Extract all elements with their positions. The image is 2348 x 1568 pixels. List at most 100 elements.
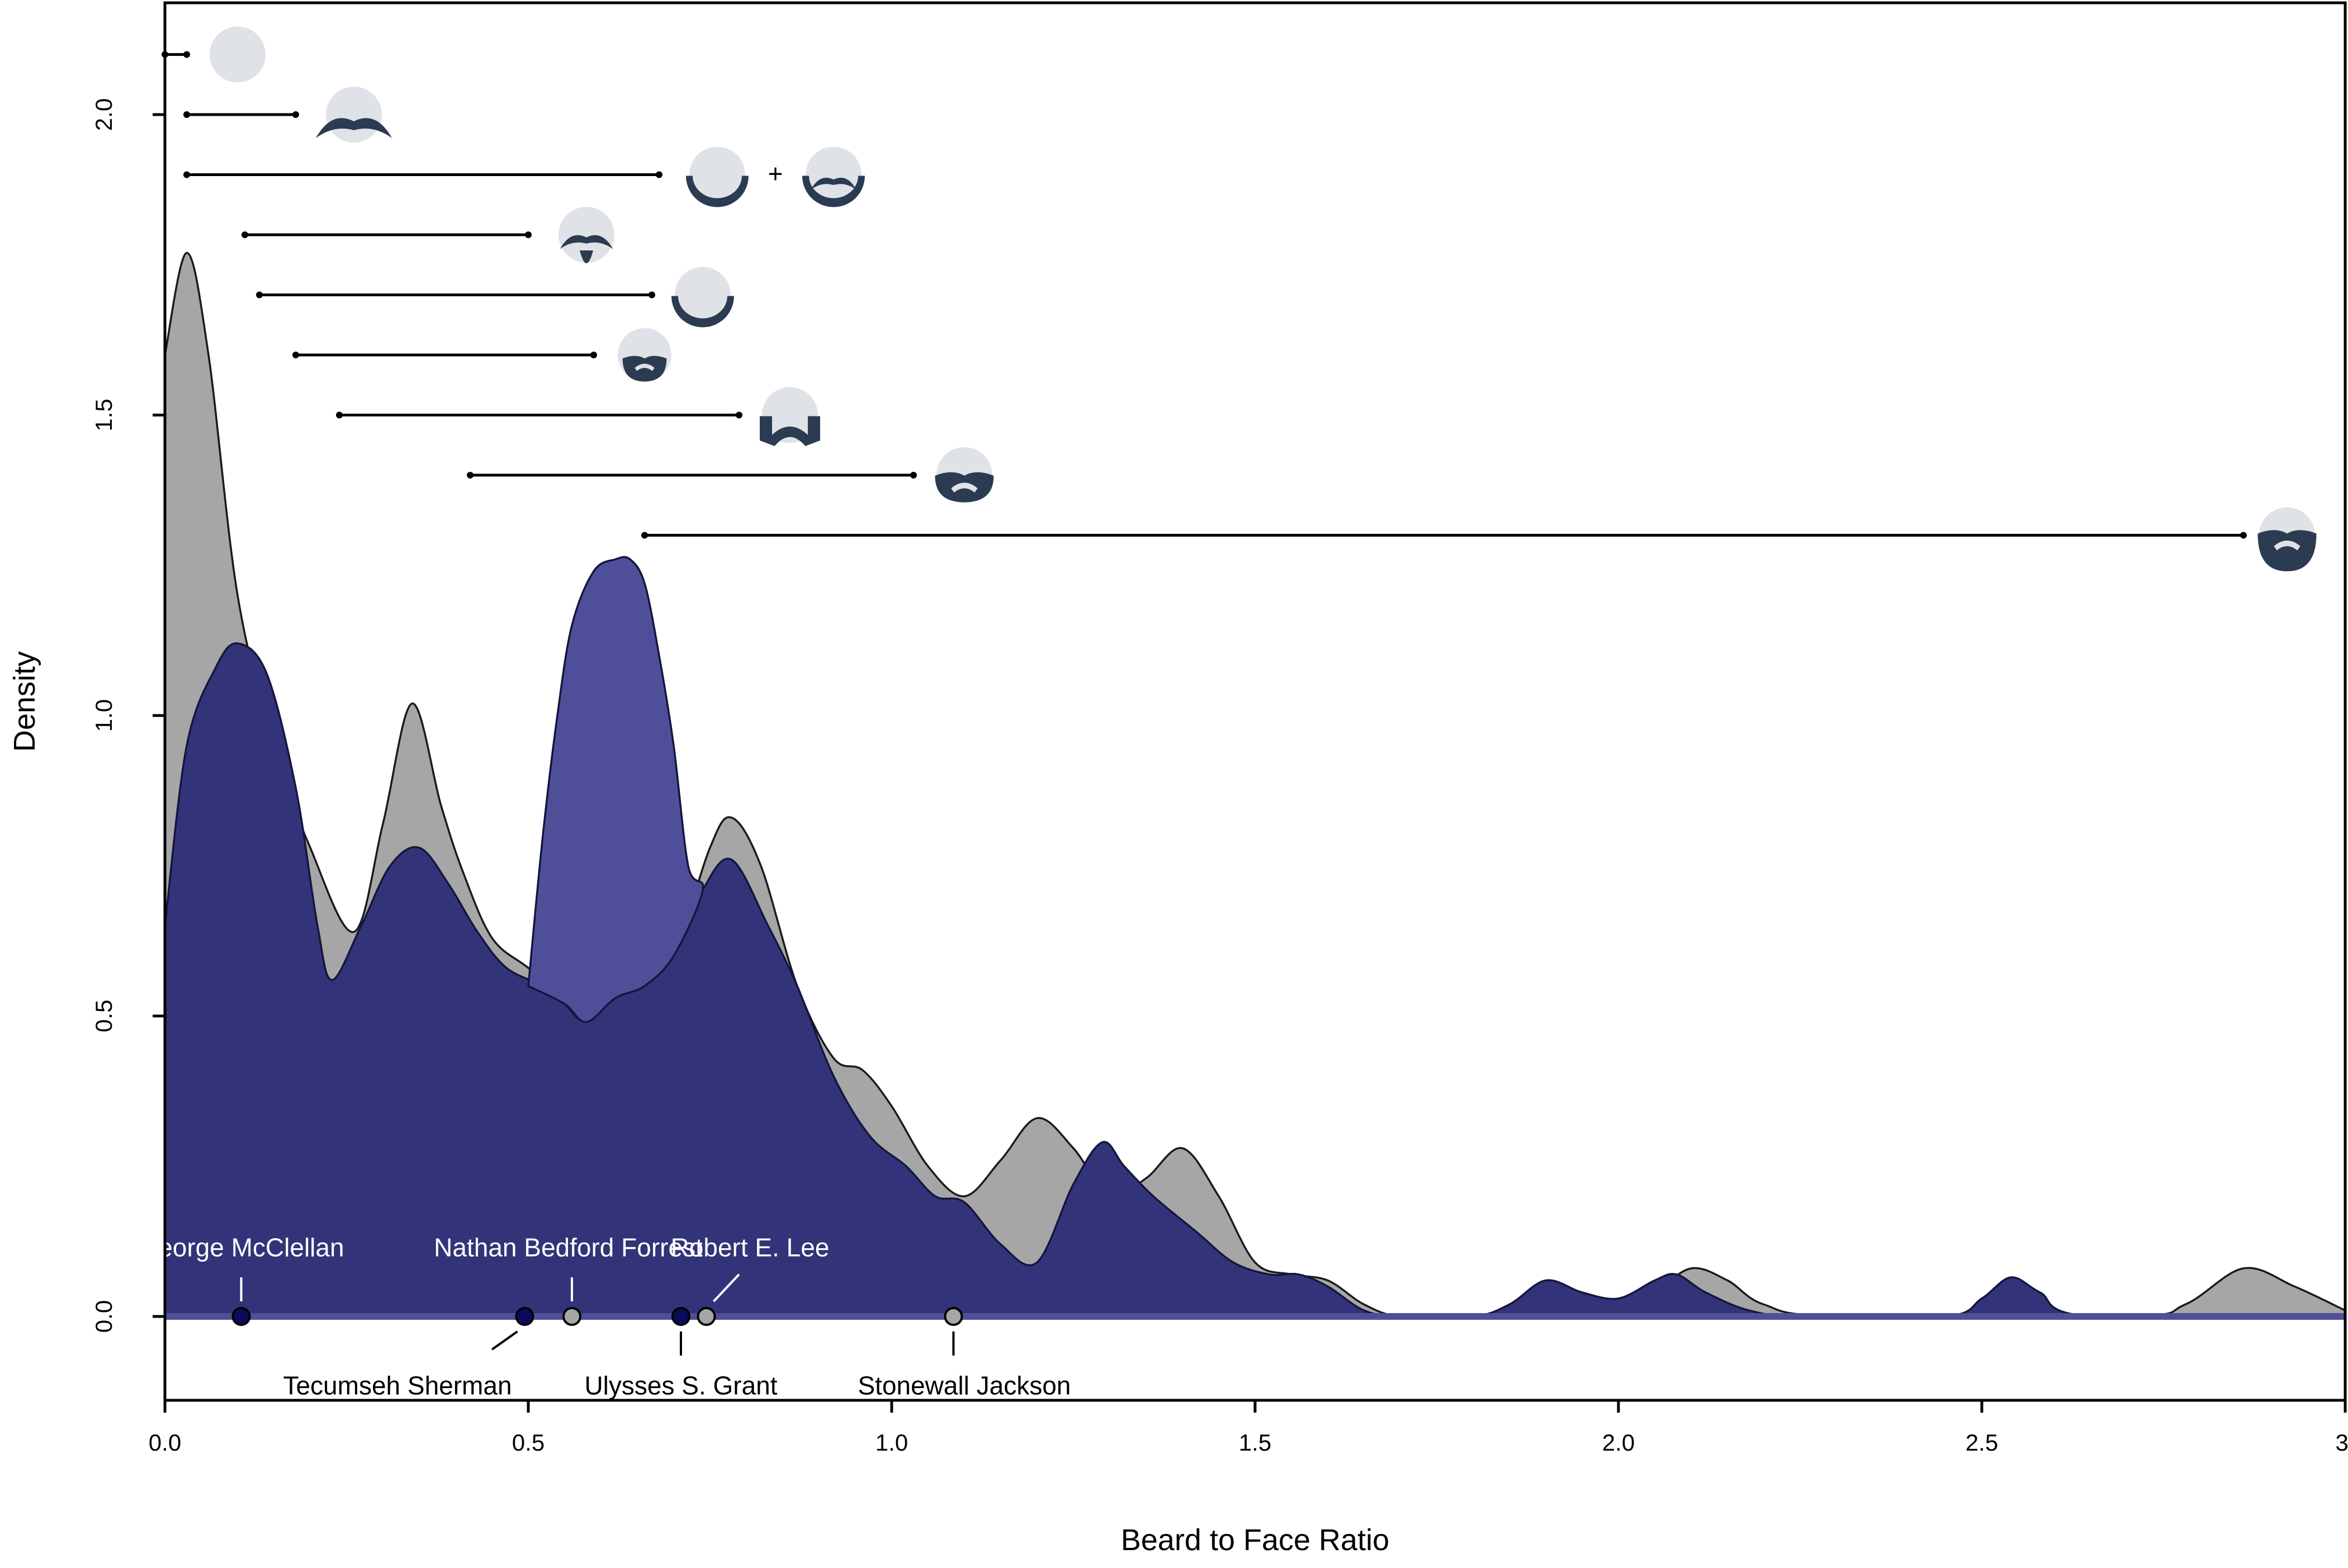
beard-icon-chin-curtain — [686, 146, 749, 207]
face-shape — [558, 207, 614, 263]
face-shape — [689, 146, 745, 203]
axes: 0.0 0.5 1.0 1.5 2.0 2.5 3. 0.0 0.5 1.0 1.5 2.0 — [91, 3, 2348, 1456]
general-label: George McClellan — [138, 1233, 344, 1262]
density-areas — [164, 252, 2346, 1320]
x-tick-label: 3. — [2335, 1429, 2348, 1456]
range-end-dot — [736, 411, 742, 419]
general-label: Tecumseh Sherman — [283, 1371, 512, 1400]
beard-icon-goatee-mustache — [558, 207, 614, 263]
face-shape — [326, 87, 382, 143]
chin-curtain-shape — [671, 296, 734, 328]
range-end-dot — [292, 111, 299, 118]
beard-range-3 — [183, 171, 662, 178]
x-axis-title: Beard to Face Ratio — [1121, 1523, 1389, 1557]
x-tick-label: 0.0 — [149, 1429, 181, 1456]
beard-icon-mutton-chops-mustache — [802, 146, 865, 207]
beard-icon-mutton-chops — [760, 387, 820, 446]
chin-curtain-shape — [686, 176, 749, 207]
range-start-dot — [256, 291, 263, 299]
range-end-dot — [183, 51, 190, 58]
x-tick-label: 1.0 — [875, 1429, 908, 1456]
range-start-dot — [641, 532, 648, 539]
mutton-chops-shape — [760, 416, 820, 446]
range-start-dot — [292, 352, 299, 358]
beard-icon-full-medium — [935, 447, 994, 503]
mouth-shape — [635, 363, 655, 371]
x-tick-label: 1.5 — [1239, 1429, 1271, 1456]
general-label: Robert E. Lee — [671, 1233, 830, 1262]
mouth-shape — [2274, 541, 2300, 551]
beard-range-8 — [467, 472, 917, 479]
goatee-shape — [580, 250, 593, 263]
navy-density-area — [164, 642, 2346, 1319]
face-shape — [675, 267, 731, 323]
x-tick-label: 2.0 — [1602, 1429, 1635, 1456]
mustache-shape — [560, 235, 613, 249]
general-point — [671, 1307, 690, 1326]
range-start-dot — [183, 111, 190, 118]
beard-range-9 — [641, 532, 2247, 539]
beard-range-2 — [183, 111, 299, 118]
general-markers: George McClellan Tecumseh Sherman Nathan B… — [138, 1233, 1071, 1400]
y-tick-label: 0.0 — [91, 1300, 117, 1333]
range-end-dot — [656, 171, 662, 178]
chin-curtain-shape — [802, 176, 865, 207]
general-point — [515, 1307, 534, 1326]
range-start-dot — [242, 231, 248, 238]
range-start-dot — [467, 472, 474, 479]
y-tick-label: 0.5 — [91, 999, 117, 1032]
face-shape — [210, 26, 266, 83]
mustache-shape — [316, 118, 392, 138]
general-point — [562, 1307, 581, 1326]
x-tick-label: 0.5 — [512, 1429, 545, 1456]
y-axis-title: Density — [8, 651, 41, 752]
general-ulysses-s-grant: Ulysses S. Grant — [584, 1307, 778, 1400]
beard-icon-full-small — [618, 328, 671, 382]
general-point — [697, 1307, 716, 1326]
beard-icon-chin-curtain — [671, 267, 734, 328]
range-end-dot — [648, 291, 655, 299]
range-end-dot — [525, 231, 532, 238]
beard-style-ranges — [162, 51, 2247, 539]
range-start-dot — [336, 411, 343, 419]
range-end-dot — [910, 472, 917, 479]
mouth-shape — [951, 482, 978, 492]
face-shape — [762, 387, 818, 443]
general-george-mcclellan: George McClellan — [138, 1233, 344, 1326]
general-label: Nathan Bedford Forrest — [434, 1233, 703, 1262]
general-robert-e-lee: Robert E. Lee — [671, 1233, 830, 1326]
range-start-dot — [183, 171, 190, 178]
mustache-shape — [811, 177, 856, 190]
beard-icon-clean-shaven — [210, 26, 266, 83]
general-tecumseh-sherman: Tecumseh Sherman — [283, 1307, 534, 1400]
x-tick-label: 2.5 — [1966, 1429, 1998, 1456]
general-point — [231, 1307, 251, 1326]
face-shape — [806, 146, 861, 203]
y-tick-label: 2.0 — [91, 98, 117, 131]
beard-style-icons: + — [210, 26, 2317, 571]
full-beard-shape — [622, 356, 667, 382]
plus-sign: + — [768, 159, 783, 188]
range-end-dot — [590, 352, 597, 358]
label-leader-line — [713, 1273, 740, 1302]
beard-range-1 — [162, 51, 190, 58]
beard-icon-mustache — [316, 87, 392, 143]
general-label: Stonewall Jackson — [858, 1371, 1071, 1400]
y-tick-label: 1.5 — [91, 399, 117, 431]
beard-icon-full-large — [2257, 507, 2317, 571]
general-stonewall-jackson: Stonewall Jackson — [858, 1307, 1071, 1400]
general-nathan-bedford-forrest: Nathan Bedford Forrest — [434, 1233, 703, 1326]
beard-range-4 — [242, 231, 532, 238]
range-end-dot — [2240, 532, 2247, 539]
beard-range-6 — [292, 352, 597, 358]
beard-range-7 — [336, 411, 742, 419]
beard-range-5 — [256, 291, 655, 299]
navy-density-highlight — [527, 556, 704, 1024]
full-beard-shape — [2257, 530, 2317, 571]
general-point — [944, 1307, 963, 1326]
general-label: Ulysses S. Grant — [584, 1371, 777, 1400]
label-leader-line — [491, 1330, 518, 1351]
y-tick-label: 1.0 — [91, 699, 117, 732]
